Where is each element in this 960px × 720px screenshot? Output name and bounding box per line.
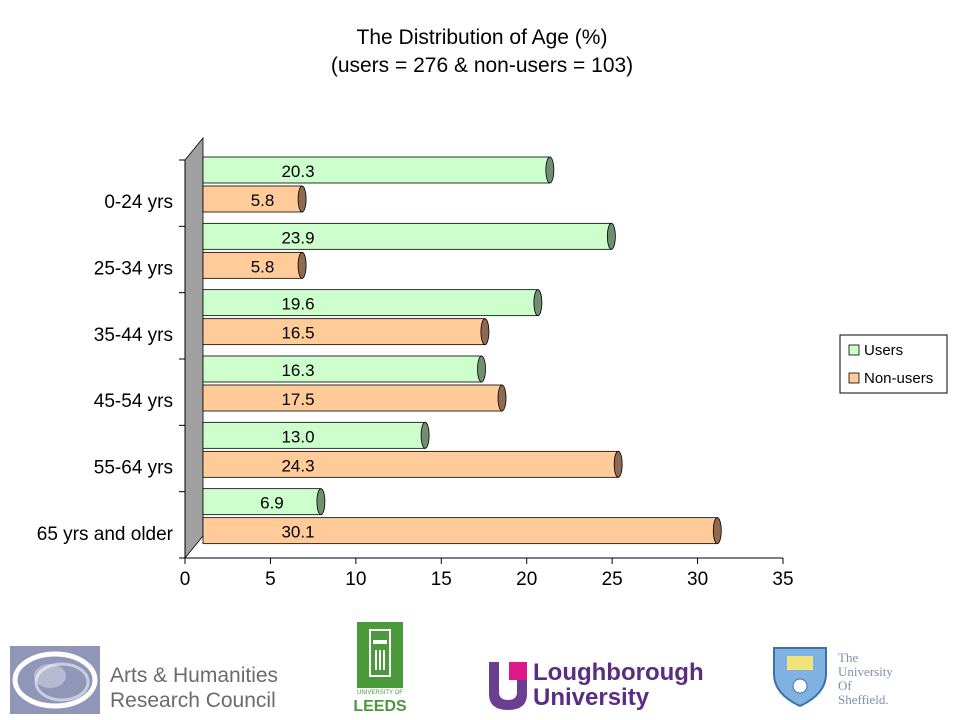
value-label-users-65-yrs-and-older: 6.9 [260, 494, 284, 513]
leeds-logo: UNIVERSITY OF LEEDS [353, 622, 407, 715]
age-distribution-chart: The Distribution of Age (%) (users = 276… [37, 26, 948, 590]
legend-label-users: Users [864, 342, 903, 359]
loughborough-name-line1: Loughborough [533, 659, 704, 686]
bar-cap-non-users-45-54-yrs [497, 384, 507, 412]
value-label-non-users-45-54-yrs: 17.5 [281, 390, 314, 409]
x-tick-label: 0 [180, 569, 191, 590]
category-label-45-54-yrs: 45-54 yrs [94, 391, 173, 412]
bar-cap-users-65-yrs-and-older [316, 488, 326, 516]
x-tick-label: 20 [516, 569, 537, 590]
value-label-users-35-44-yrs: 19.6 [281, 295, 314, 314]
category-label-25-34-yrs: 25-34 yrs [94, 259, 173, 280]
plot-side-wall [184, 136, 204, 560]
ahrc-name-line1: Arts & Humanities [110, 664, 278, 687]
sheffield-name-line2: University [838, 664, 893, 679]
sheffield-name-line1: The [838, 650, 858, 665]
bar-users-55-64-yrs [202, 421, 426, 449]
value-label-non-users-35-44-yrs: 16.5 [281, 324, 314, 343]
sheffield-name-line4: Sheffield. [838, 692, 889, 707]
value-label-users-0-24-yrs: 20.3 [281, 162, 314, 181]
bar-cap-users-25-34-yrs [606, 222, 616, 250]
value-label-non-users-0-24-yrs: 5.8 [251, 191, 275, 210]
sheffield-name-line3: Of [838, 678, 852, 693]
category-label-35-44-yrs: 35-44 yrs [94, 325, 173, 346]
x-tick-label: 5 [265, 569, 276, 590]
bar-cap-non-users-0-24-yrs [297, 185, 307, 213]
x-tick-label: 15 [431, 569, 452, 590]
bar-non-users-35-44-yrs [202, 318, 486, 346]
loughborough-logo: Loughborough University [489, 659, 704, 711]
bar-non-users-45-54-yrs [202, 384, 503, 412]
category-label-65-yrs-and-older: 65 yrs and older [37, 524, 174, 545]
x-tick-label: 10 [345, 569, 366, 590]
legend: Users Non-users [839, 334, 948, 394]
bar-cap-non-users-35-44-yrs [480, 318, 490, 346]
value-label-users-25-34-yrs: 23.9 [281, 228, 314, 247]
bar-cap-users-45-54-yrs [477, 355, 486, 383]
ahrc-name-line2: Research Council [110, 689, 276, 712]
leeds-small-text: UNIVERSITY OF [357, 690, 403, 696]
plot-area: 0 5 10 15 20 25 30 35 0-24 yrs 20.3 5.8 25-34 yrs 23… [37, 136, 794, 590]
legend-swatch-users [848, 344, 860, 356]
leeds-name: LEEDS [353, 698, 407, 715]
legend-swatch-non-users [848, 372, 860, 384]
bar-non-users-25-34-yrs [202, 251, 303, 279]
value-label-non-users-25-34-yrs: 5.8 [251, 257, 275, 276]
x-tick-label: 25 [602, 569, 623, 590]
bar-cap-users-55-64-yrs [420, 421, 430, 449]
value-label-non-users-55-64-yrs: 24.3 [281, 456, 314, 475]
value-label-users-55-64-yrs: 13.0 [281, 427, 314, 446]
x-tick-label: 35 [772, 569, 793, 590]
loughborough-name-line2: University [533, 684, 650, 711]
sponsor-logos: Arts & Humanities Research Council UNIVE… [10, 622, 893, 715]
category-label-55-64-yrs: 55-64 yrs [94, 458, 173, 479]
ahrc-emblem [10, 646, 100, 714]
bar-users-25-34-yrs [202, 222, 612, 250]
value-label-users-45-54-yrs: 16.3 [281, 361, 314, 380]
legend-label-non-users: Non-users [864, 370, 933, 387]
bar-non-users-65-yrs-and-older [202, 517, 718, 545]
bar-non-users-0-24-yrs [202, 185, 303, 213]
chart-subtitle: (users = 276 & non-users = 103) [331, 54, 633, 77]
x-tick-label: 30 [687, 569, 708, 590]
bar-non-users-55-64-yrs [202, 450, 619, 478]
bar-users-45-54-yrs [202, 355, 482, 383]
bar-cap-non-users-65-yrs-and-older [712, 517, 722, 545]
sheffield-logo: The University Of Sheffield. [773, 647, 893, 708]
value-label-non-users-65-yrs-and-older: 30.1 [281, 523, 314, 542]
chart-title: The Distribution of Age (%) [357, 26, 608, 49]
category-label-0-24-yrs: 0-24 yrs [104, 192, 173, 213]
bar-users-0-24-yrs [202, 156, 551, 184]
bar-cap-users-35-44-yrs [533, 289, 543, 317]
bar-users-35-44-yrs [202, 289, 539, 317]
bar-cap-non-users-55-64-yrs [613, 450, 623, 478]
bar-cap-non-users-25-34-yrs [297, 251, 307, 279]
bar-cap-users-0-24-yrs [545, 156, 555, 184]
ahrc-logo: Arts & Humanities Research Council [10, 646, 278, 714]
